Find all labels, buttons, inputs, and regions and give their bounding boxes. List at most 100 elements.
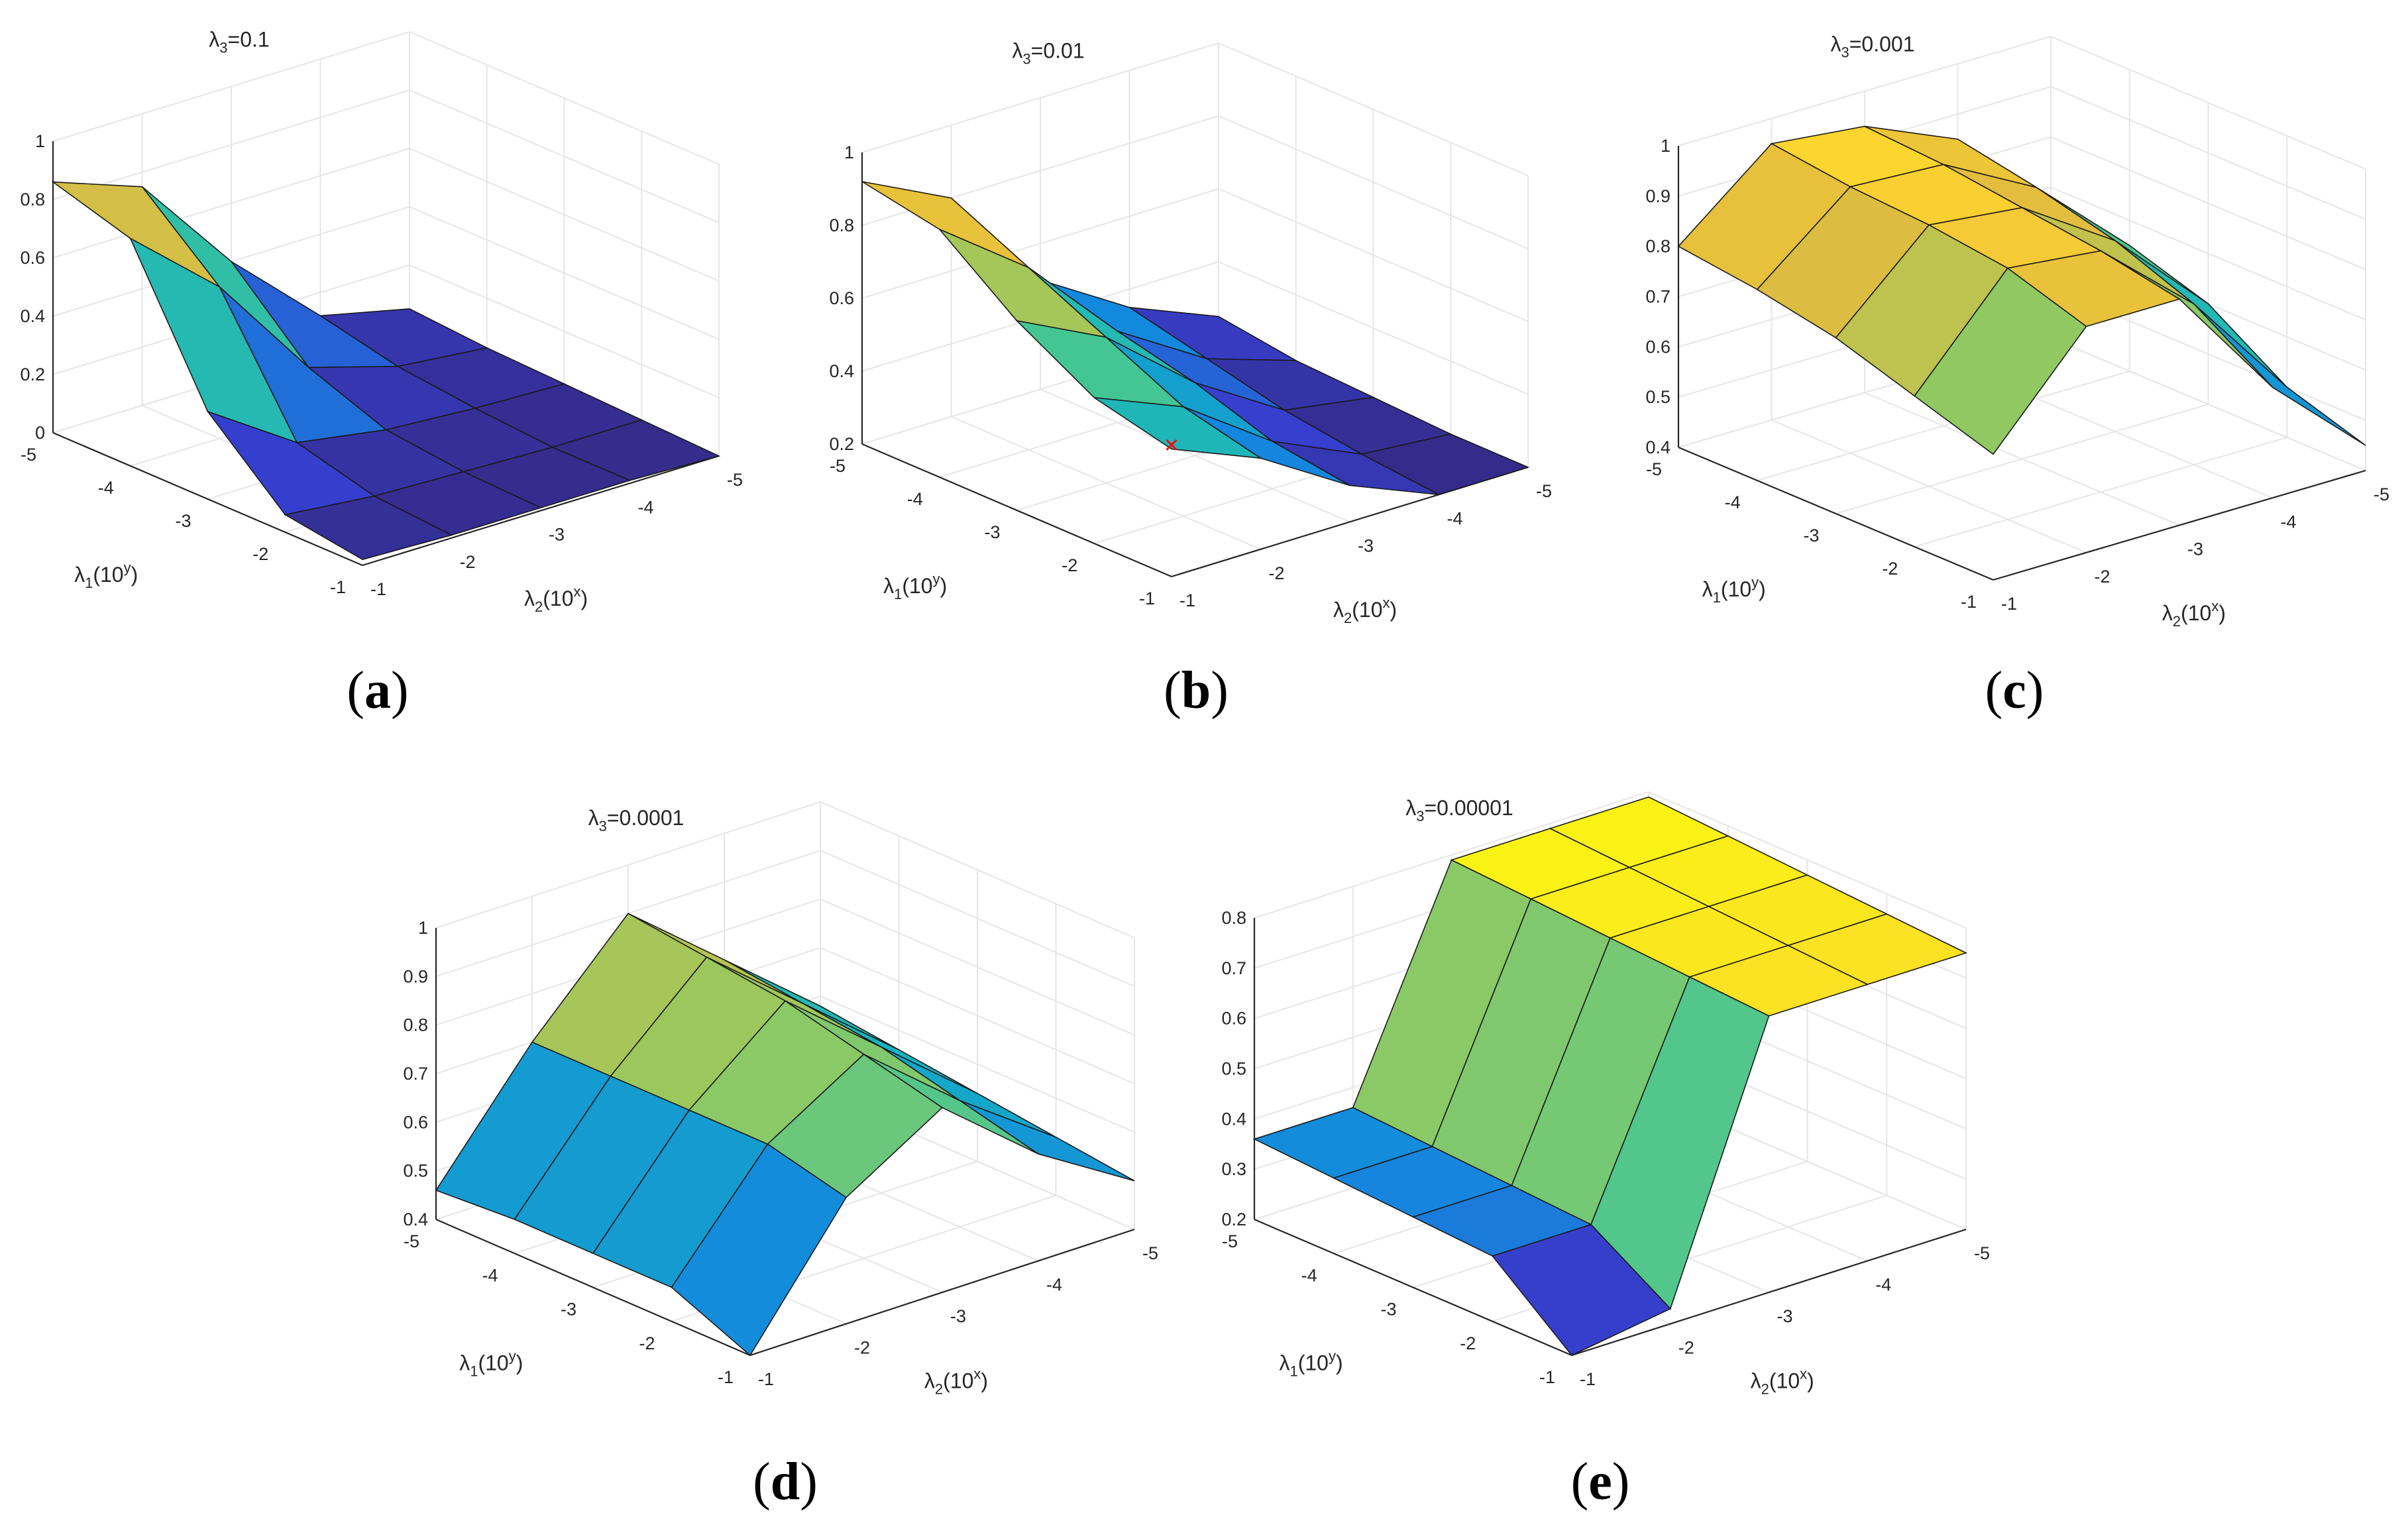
x-axis-line [1571,1228,1967,1357]
grid-line [820,947,1135,1084]
z-tick-label: 0.6 [403,1112,428,1132]
panel-caption: (a) [347,661,408,720]
grid-line [1254,791,1649,919]
y-tick-label: -5 [404,1231,419,1251]
tick-labels: -1 -2 -3 -4 -5 -5 -4 -3 -2 -1 0.2 0.3 0.4 0.5 0.6 0.7 0.… [1221,908,1990,1389]
z-tick-label: 0.6 [1221,1009,1246,1029]
grid-line [820,898,1135,1036]
surface [1252,796,1968,1356]
z-tick-label: 1 [35,131,45,151]
surface-patch-0-3 [959,1099,1135,1182]
z-tick-label: 0.7 [403,1064,428,1084]
grid-line [1218,42,1529,176]
y-tick-label: -5 [1222,1231,1238,1251]
z-tick-label: 0.4 [1645,437,1670,457]
x-tick-label: -2 [460,552,476,572]
x-axis-line [1993,469,2366,581]
surface [435,913,1135,1357]
y-axis-line [1254,1218,1572,1357]
y-tick-label: -1 [1961,592,1977,612]
x-tick-label: -4 [1046,1275,1062,1295]
surface [861,181,1530,496]
z-tick-label: 1 [844,142,854,162]
y-axis-label: λ1(10y) [74,559,138,591]
y-axis-label: λ1(10y) [1279,1347,1342,1379]
z-tick-label: 0.8 [403,1015,428,1035]
y-axis-line [861,443,1172,578]
panel-e: -1 -2 -3 -4 -5 -5 -4 -3 -2 -1 0.2 0.3 0.4 0.5 0.6 0.7 0.… [1221,791,1990,1511]
grid-line [52,31,410,142]
y-tick-label: -3 [1380,1300,1396,1320]
x-axis-label: λ2(10x) [2162,598,2226,630]
z-tick-label: 0 [35,423,45,443]
axis-lines [1253,918,1967,1357]
grid-line [820,850,1135,987]
z-tick-label: 0.7 [1645,287,1670,307]
grid-line [820,801,1135,938]
x-tick-label: -5 [2374,484,2389,504]
x-tick-label: -2 [1678,1338,1694,1358]
grid-line [2050,186,2366,321]
grid-line [861,42,1219,153]
grid-line [2050,36,2366,170]
tick-labels: -1 -2 -3 -4 -5 -5 -4 -3 -2 -1 0.4 0.5 0.6 0.7 0.8 0.9 1 [403,918,1158,1389]
panel-caption: (e) [1571,1453,1630,1511]
z-tick-label: 0.9 [1645,186,1670,206]
y-tick-label: -2 [639,1333,655,1353]
x-tick-label: -1 [2001,594,2017,614]
z-tick-label: 0.4 [20,306,45,326]
y-tick-label: -1 [1539,1367,1555,1387]
z-tick-label: 0.5 [1645,387,1670,407]
z-tick-label: 1 [1661,136,1670,156]
panel-title: λ3=0.1 [209,28,269,56]
optimum-marker: × [1164,431,1179,459]
x-tick-label: -5 [1536,481,1552,501]
grid-line [820,995,1135,1133]
surface-patch-2-0 [939,229,1108,339]
y-tick-label: -4 [482,1265,498,1285]
panel-caption: (d) [753,1453,818,1511]
z-tick-label: 0.8 [1645,237,1670,256]
z-tick-label: 0.6 [1645,337,1670,357]
y-tick-label: -2 [1460,1333,1476,1353]
x-axis-label: λ2(10x) [524,583,588,615]
grid-line [1218,115,1529,249]
axis-lines [1677,146,2366,581]
x-axis-line [362,455,720,567]
panel-title: λ3=0.001 [1830,32,1914,61]
panel-title: λ3=0.0001 [588,806,684,834]
grid-line [861,188,1219,299]
panel-a: -1 -2 -3 -4 -5 -5 -4 -3 -2 -1 0 0.2 0.4 0.6 0.8 1 λ2(10x… [20,28,743,720]
x-tick-label: -2 [854,1338,870,1358]
y-tick-label: -3 [175,511,191,531]
x-tick-label: -4 [638,497,654,517]
y-tick-label: -3 [561,1300,576,1320]
x-tick-label: -5 [1142,1243,1158,1263]
grid-line [1678,36,2052,146]
y-tick-label: -5 [21,445,36,465]
x-tick-label: -3 [2187,539,2203,559]
y-tick-label: -3 [1803,526,1819,545]
z-tick-label: 0.6 [20,248,45,268]
z-tick-label: 0.4 [403,1210,428,1229]
x-axis-label: λ2(10x) [1333,594,1397,626]
grid-line [52,89,410,200]
y-tick-label: -2 [252,544,268,564]
grid-line [409,89,720,223]
y-tick-label: -2 [1062,555,1077,575]
surface-patch-0-0 [284,495,453,561]
x-tick-label: -5 [727,470,743,490]
x-axis-label: λ2(10x) [1751,1366,1814,1398]
grid-line [2050,85,2366,220]
z-tick-label: 0.4 [1221,1109,1246,1129]
grid-line [2050,337,2366,471]
grid-line [409,148,720,282]
axes-grid [861,42,1529,577]
x-tick-label: -1 [370,579,386,599]
y-axis-label: λ1(10y) [459,1347,523,1379]
y-axis-line [435,1218,751,1357]
y-tick-label: -5 [830,456,846,476]
x-tick-label: -1 [1580,1369,1596,1389]
surface [51,181,721,561]
